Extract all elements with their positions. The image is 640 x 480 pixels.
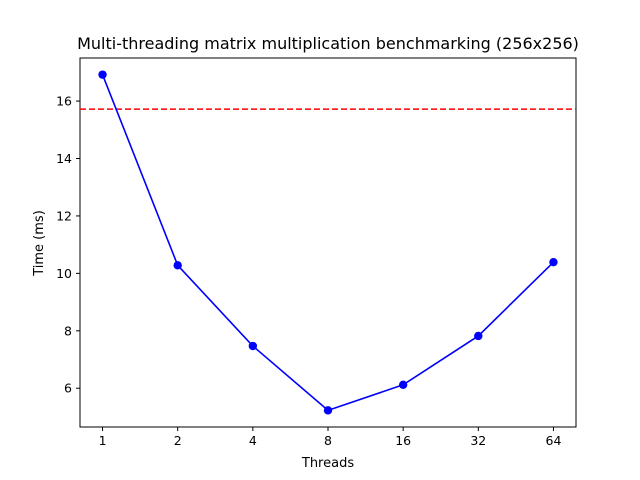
data-point [323,406,333,415]
y-tick-label: 12 [56,208,72,223]
data-point [98,70,107,79]
x-axis-label: Threads [301,456,354,471]
x-tick-label: 2 [174,433,182,448]
y-tick-label: 8 [64,323,72,338]
y-tick-label: 16 [56,94,72,109]
data-point [474,331,483,341]
data-point [173,261,182,270]
y-axis-label: Time (ms) [32,210,47,277]
x-tick-label: 4 [249,433,257,448]
data-point [248,341,258,351]
y-tick-label: 6 [64,381,72,396]
x-tick-label: 32 [470,433,486,448]
data-point [398,380,408,389]
data-point [549,257,558,267]
y-tick-label: 10 [56,266,72,281]
x-tick-label: 8 [324,433,332,448]
x-tick-label: 16 [395,433,411,448]
chart-title: Multi-threading matrix multiplication be… [77,34,579,53]
x-tick-label: 64 [546,433,562,448]
y-tick-label: 14 [56,151,72,166]
x-tick-label: 1 [99,433,107,448]
